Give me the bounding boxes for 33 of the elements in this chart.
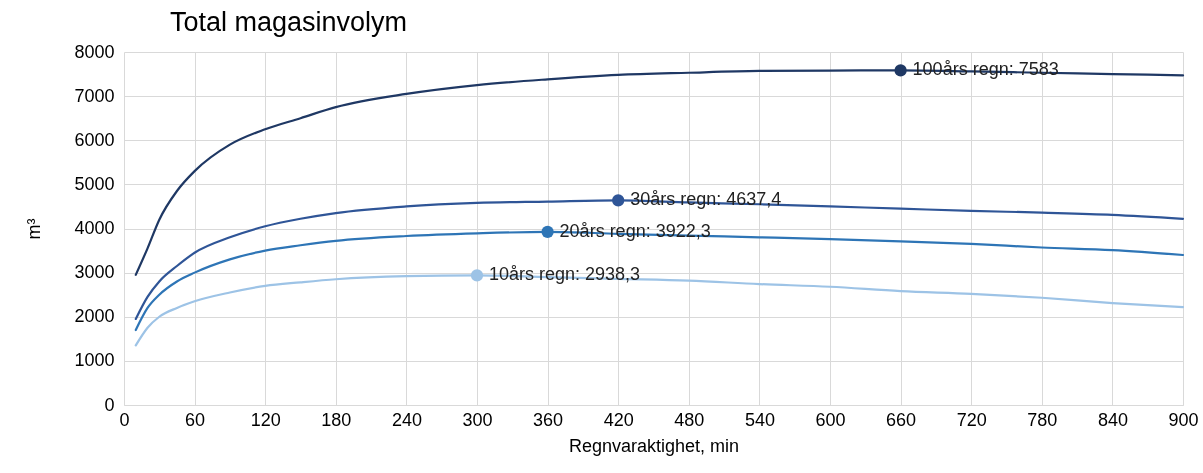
x-tick-label: 300 bbox=[462, 409, 493, 430]
x-tick-label: 240 bbox=[391, 409, 422, 430]
point bbox=[612, 194, 625, 207]
point bbox=[470, 269, 484, 282]
x-tick-label: 660 bbox=[886, 409, 917, 430]
x-tick-label: 480 bbox=[674, 409, 705, 430]
y-tick-label: 1000 bbox=[74, 350, 115, 371]
y-tick-label: 7000 bbox=[74, 85, 115, 106]
chart-title: Total magasinvolym bbox=[170, 7, 408, 37]
x-tick-label: 120 bbox=[250, 409, 281, 430]
y-tick-label: 6000 bbox=[74, 129, 115, 150]
x-tick-label: 420 bbox=[603, 409, 634, 430]
y-tick-label: 5000 bbox=[74, 173, 115, 194]
point bbox=[894, 64, 907, 77]
x-tick-label: 720 bbox=[956, 409, 987, 430]
point bbox=[541, 225, 554, 239]
x-tick-label: 0 bbox=[119, 409, 130, 430]
x-tick-label: 60 bbox=[185, 409, 206, 430]
x-tick-label: 180 bbox=[321, 409, 352, 430]
annotation: 10års regn: 2938,3 bbox=[489, 264, 641, 285]
y-tick-label: 0 bbox=[104, 394, 115, 415]
y-tick-label: 8000 bbox=[74, 41, 115, 62]
x-tick-label: 900 bbox=[1168, 409, 1199, 430]
x-tick-label: 840 bbox=[1097, 409, 1128, 430]
x-tick-label: 540 bbox=[744, 409, 775, 430]
y-tick-label: 4000 bbox=[74, 218, 115, 238]
y-tick-label: 2000 bbox=[74, 306, 115, 327]
y-axis-title: m³ bbox=[24, 218, 45, 240]
x-tick-label: 780 bbox=[1027, 409, 1058, 430]
y-tick-label: 3000 bbox=[74, 262, 115, 283]
x-tick-label: 360 bbox=[533, 409, 564, 430]
x-axis-title: Regnvaraktighet, min bbox=[568, 435, 740, 456]
x-tick-label: 600 bbox=[815, 409, 846, 430]
